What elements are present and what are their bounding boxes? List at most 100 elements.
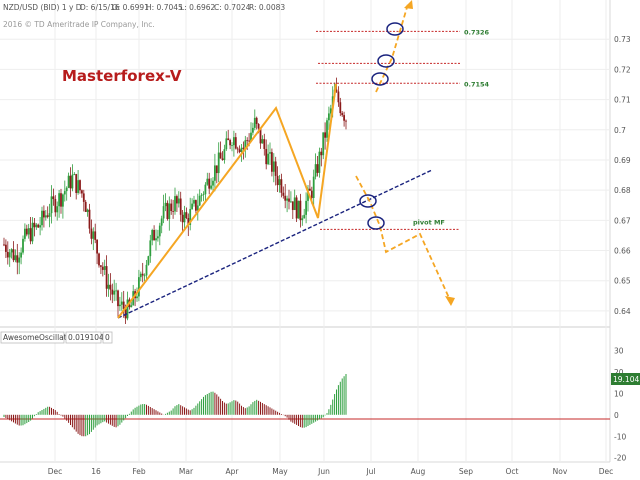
candle-body xyxy=(90,228,93,239)
time-tick-label: Aug xyxy=(411,467,426,476)
candle-body xyxy=(263,139,266,149)
watermark-logo: Masterforex-V xyxy=(62,67,182,85)
candle-body xyxy=(58,193,60,207)
candle-body xyxy=(276,175,279,186)
time-tick-label: Feb xyxy=(132,467,146,476)
candle-body xyxy=(12,249,15,261)
candle-body xyxy=(105,266,108,289)
candle-body xyxy=(130,305,133,308)
candle-body xyxy=(187,218,190,225)
price-axis-ticks: 0.64 0.65 0.66 0.67 0.68 0.69 0.7 0.71 0.72 0.73 xyxy=(614,35,631,316)
candle-body xyxy=(238,149,241,153)
candle-body xyxy=(206,178,209,185)
orange-zigzag xyxy=(117,83,337,319)
candle-body xyxy=(227,138,230,141)
candle-body xyxy=(305,200,307,215)
candle-body xyxy=(223,149,226,160)
candle-body xyxy=(310,190,313,198)
time-tick-label: Mar xyxy=(179,467,194,476)
candle-body xyxy=(345,120,347,122)
candle-body xyxy=(269,152,271,154)
oscillator-value-box xyxy=(65,331,102,344)
candle-body xyxy=(65,187,68,192)
candle-body xyxy=(299,200,302,221)
vertical-grid xyxy=(54,0,607,462)
trendline-touch-circle xyxy=(359,194,377,208)
price-tick-label: 0.69 xyxy=(614,156,631,165)
candle-body xyxy=(82,193,85,202)
candle-body xyxy=(337,91,340,103)
candle-body xyxy=(143,275,146,277)
candle-body xyxy=(293,197,296,210)
candle-body xyxy=(242,147,245,149)
candle-body xyxy=(261,139,264,144)
candle-body xyxy=(43,210,45,218)
candle-body xyxy=(280,179,283,193)
candle-body xyxy=(88,209,91,229)
candle-body xyxy=(75,174,78,193)
candle-body xyxy=(297,200,300,219)
candle-body xyxy=(155,238,157,241)
candle-body xyxy=(274,161,277,176)
candle-body xyxy=(309,188,311,191)
candle-body xyxy=(29,228,32,242)
price-tick-label: 0.65 xyxy=(614,277,631,286)
price-tick-label: 0.71 xyxy=(614,96,631,105)
candle-body xyxy=(240,147,243,153)
oscillator-extra: 0 xyxy=(105,333,110,342)
header-range: R: 0.0083 xyxy=(249,3,285,12)
oscillator-tick-label: 0 xyxy=(614,411,619,420)
candle-body xyxy=(8,252,11,258)
candle-body xyxy=(101,266,104,270)
candle-body xyxy=(312,176,315,198)
candle-body xyxy=(86,209,89,212)
candle-body xyxy=(255,117,258,124)
oscillator-tick-label: -20 xyxy=(614,454,626,463)
candle-body xyxy=(295,197,298,219)
candle-body xyxy=(136,296,138,299)
candle-body xyxy=(341,113,344,116)
candle-body xyxy=(198,195,201,206)
header-low: L: 0.6962 xyxy=(180,3,216,12)
candle-body xyxy=(181,214,184,223)
candle-body xyxy=(48,213,51,217)
time-tick-label: Jun xyxy=(317,467,330,476)
candle-body xyxy=(234,137,237,149)
candle-body xyxy=(193,200,195,204)
candle-body xyxy=(160,218,163,226)
candle-body xyxy=(214,165,216,181)
oscillator-axis-ticks: 30 20 10 0 -10 -20 xyxy=(614,346,626,462)
candle-body xyxy=(286,198,288,201)
candle-body xyxy=(24,228,26,239)
candle-body xyxy=(33,222,36,228)
candle-body xyxy=(272,161,275,172)
oscillator-tick-label: 10 xyxy=(614,389,624,398)
price-panel xyxy=(0,0,610,326)
candle-body xyxy=(200,194,203,196)
candle-body xyxy=(117,290,119,307)
candle-body xyxy=(291,201,294,210)
candle-body xyxy=(119,304,121,307)
oscillator-badge: 19.1041 xyxy=(611,373,640,385)
candle-body xyxy=(231,145,233,146)
candle-body xyxy=(253,117,256,128)
time-tick-label: Apr xyxy=(226,467,240,476)
candle-body xyxy=(103,266,106,270)
candle-body xyxy=(225,138,228,150)
candle-body xyxy=(111,289,114,295)
candle-body xyxy=(73,174,76,175)
oscillator-histogram xyxy=(3,374,347,437)
candle-body xyxy=(79,180,81,191)
candle-body xyxy=(248,140,250,142)
candle-body xyxy=(115,290,117,292)
candle-body xyxy=(322,132,325,156)
pivot-label: pivot MF xyxy=(413,218,445,226)
time-tick-label: 16 xyxy=(91,467,101,476)
candle-body xyxy=(288,198,290,202)
oscillator-tick-label: -10 xyxy=(614,432,626,441)
price-tick-label: 0.66 xyxy=(614,247,631,256)
candle-body xyxy=(141,273,144,276)
candle-body xyxy=(149,240,152,257)
oscillator-tick-label: 20 xyxy=(614,368,624,377)
time-tick-label: Sep xyxy=(459,467,473,476)
